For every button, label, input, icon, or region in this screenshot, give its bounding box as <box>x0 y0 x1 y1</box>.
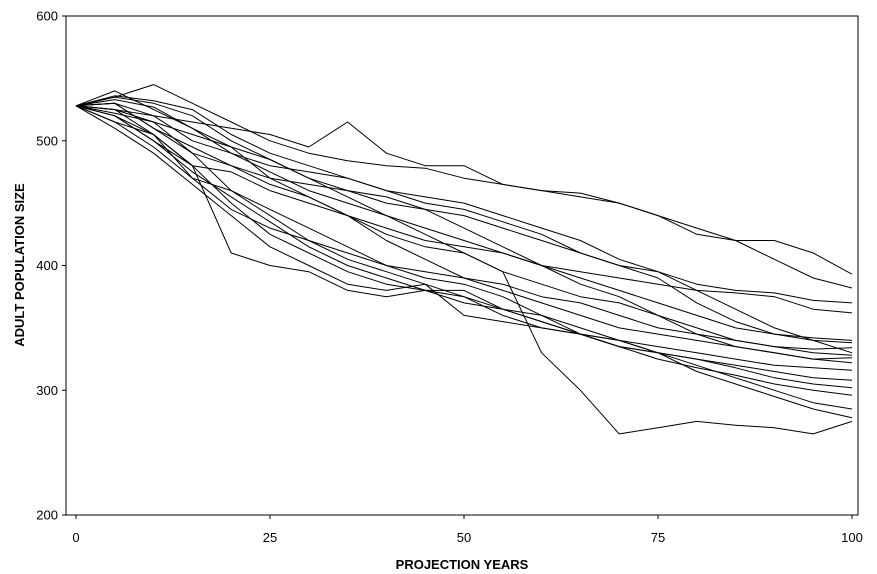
plot-area-frame <box>65 15 859 516</box>
x-axis-ticks: 0 25 50 75 100 <box>72 515 863 545</box>
series-line-13 <box>75 105 853 410</box>
series-line-8 <box>75 105 853 364</box>
series-line-18 <box>75 99 853 354</box>
y-tick-label: 300 <box>36 383 58 398</box>
y-tick-label: 400 <box>36 258 58 273</box>
x-tick-label: 25 <box>263 530 277 545</box>
series-line-2 <box>75 102 853 289</box>
series-line-14 <box>75 105 853 419</box>
x-tick-label: 50 <box>457 530 471 545</box>
x-tick-label: 75 <box>651 530 665 545</box>
series-line-4 <box>75 105 853 314</box>
series-group <box>75 84 853 435</box>
series-line-6 <box>75 90 853 350</box>
series-line-3 <box>75 105 853 304</box>
x-tick-label: 100 <box>841 530 863 545</box>
series-line-1 <box>75 84 853 275</box>
x-tick-label: 0 <box>72 530 79 545</box>
series-line-16 <box>75 105 853 360</box>
y-tick-label: 600 <box>36 9 58 24</box>
series-line-5 <box>75 96 853 341</box>
series-line-11 <box>75 102 853 389</box>
x-axis-title: PROJECTION YEARS <box>396 557 529 572</box>
series-line-17 <box>75 95 853 344</box>
series-line-9 <box>75 105 853 371</box>
y-axis-title: ADULT POPULATION SIZE <box>12 183 27 347</box>
y-tick-label: 500 <box>36 133 58 148</box>
series-line-12 <box>75 105 853 396</box>
series-line-15 <box>75 105 853 435</box>
y-tick-label: 200 <box>36 508 58 523</box>
y-axis-ticks: 200 300 400 500 600 <box>36 9 66 523</box>
